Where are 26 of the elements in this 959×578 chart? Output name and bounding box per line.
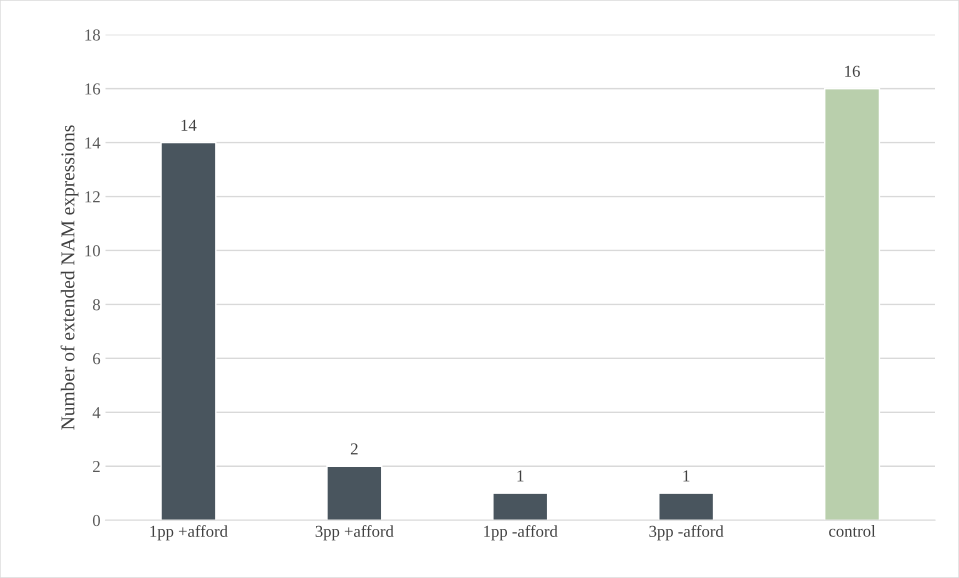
data-label: 14 — [182, 120, 197, 131]
y-tick-label: 16 — [85, 83, 100, 95]
x-tick-label: 3pp -afford — [649, 525, 724, 540]
y-tick-label: 0 — [92, 514, 100, 526]
data-label: 2 — [350, 443, 358, 454]
data-label: 1 — [518, 470, 524, 482]
bar — [658, 492, 714, 520]
y-tick-label: 18 — [85, 29, 100, 41]
bar — [326, 466, 382, 520]
x-tick-label: 1pp -afford — [484, 525, 558, 540]
y-tick-label: 8 — [92, 299, 100, 310]
data-label: 1 — [683, 470, 690, 482]
y-tick-label: 12 — [85, 191, 100, 202]
bar — [160, 142, 217, 520]
bar — [492, 492, 548, 520]
x-tick-label: 3pp +afford — [316, 525, 394, 540]
data-label: 16 — [845, 66, 860, 77]
y-tick-label: 10 — [85, 245, 100, 256]
x-tick-label: 1pp +afford — [150, 525, 228, 540]
y-tick-label: 4 — [92, 407, 100, 418]
y-axis-title: Number of extended NAM expressions — [60, 125, 78, 430]
bar — [824, 88, 880, 520]
x-tick-label: control — [829, 525, 876, 537]
y-tick-label: 14 — [85, 137, 100, 148]
y-tick-label: 6 — [93, 353, 100, 364]
y-tick-label: 2 — [93, 461, 100, 472]
